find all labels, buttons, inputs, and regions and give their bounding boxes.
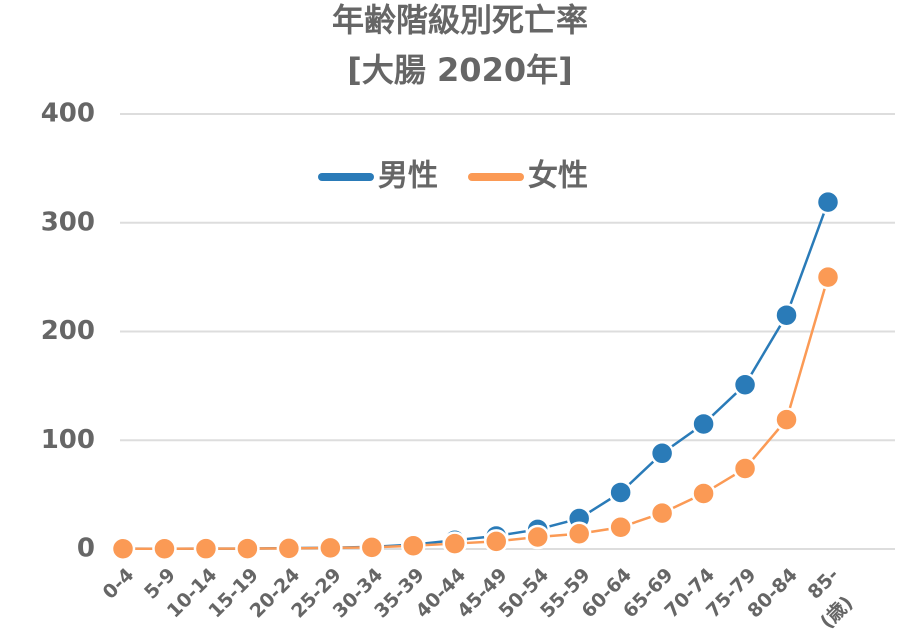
y-tick-label: 300 xyxy=(41,207,95,237)
data-point xyxy=(732,372,758,398)
series-line xyxy=(122,201,830,551)
data-point xyxy=(774,302,799,328)
data-point xyxy=(235,536,260,561)
data-point xyxy=(401,533,426,558)
data-point xyxy=(732,456,758,481)
x-tick-label: 0-4 xyxy=(99,564,139,604)
data-point xyxy=(318,535,343,561)
data-point xyxy=(649,500,675,526)
data-point xyxy=(774,407,799,432)
chart-title: 年齢階級別死亡率 xyxy=(332,1,588,39)
data-point xyxy=(483,529,509,554)
data-point xyxy=(691,481,716,506)
data-point xyxy=(815,264,841,290)
y-tick-label: 100 xyxy=(41,425,95,455)
chart-subtitle: [大腸 2020年] xyxy=(347,51,572,89)
data-point xyxy=(276,536,302,561)
data-point xyxy=(649,441,675,466)
data-point xyxy=(442,531,468,556)
data-point xyxy=(566,521,592,547)
data-point xyxy=(152,536,177,562)
data-point xyxy=(359,535,385,560)
data-point xyxy=(608,515,633,540)
legend-label: 女性 xyxy=(528,159,588,194)
data-point xyxy=(815,189,841,215)
data-point xyxy=(525,524,550,550)
legend-label: 男性 xyxy=(378,159,438,194)
series-line xyxy=(123,276,830,551)
y-tick-label: 200 xyxy=(41,316,95,346)
data-point xyxy=(608,480,633,505)
y-tick-label: 0 xyxy=(77,534,95,564)
data-point xyxy=(193,536,219,561)
y-tick-label: 400 xyxy=(41,99,95,129)
data-point xyxy=(691,411,716,437)
data-point xyxy=(110,536,136,562)
